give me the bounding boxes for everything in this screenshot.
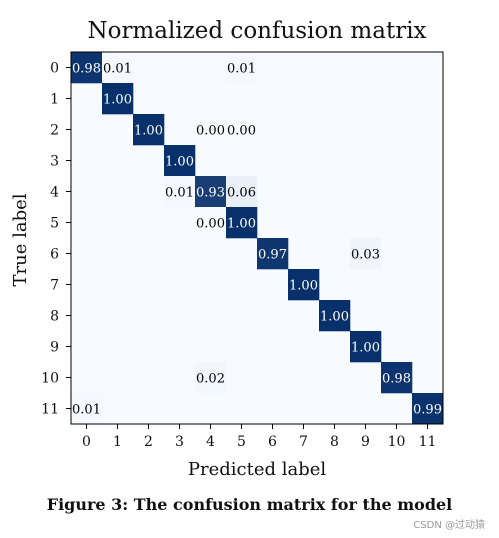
x-tick-label: 6 — [268, 434, 277, 450]
y-tick-label: 4 — [50, 185, 59, 201]
cell-value-label-8-8: 1.00 — [320, 310, 349, 325]
heatmap-cell-5-4 — [195, 207, 227, 239]
cell-value-label-0-0: 0.98 — [72, 62, 101, 77]
y-tick-label: 3 — [50, 154, 59, 170]
x-tick-label: 0 — [82, 434, 91, 450]
heatmap-cell-2-4 — [195, 114, 227, 146]
cell-value-label-11-11: 0.99 — [413, 403, 442, 418]
cell-value-label-2-4: 0.00 — [196, 124, 225, 139]
heatmap-cell-9-9 — [350, 331, 382, 363]
heatmap-cell-4-4 — [195, 176, 227, 208]
cell-value-label-6-6: 0.97 — [258, 248, 287, 263]
x-tick-label: 4 — [206, 434, 215, 450]
heatmap-cell-0-5 — [226, 52, 258, 84]
heatmap-cell-11-0 — [71, 393, 103, 425]
heatmap-cell-1-1 — [102, 83, 134, 115]
x-tick-label: 3 — [175, 434, 184, 450]
y-tick-label: 10 — [41, 371, 59, 387]
x-tick-label: 5 — [237, 434, 246, 450]
cell-value-label-10-4: 0.02 — [196, 372, 225, 387]
cell-value-label-5-5: 1.00 — [227, 217, 256, 232]
heatmap-cell-2-5 — [226, 114, 258, 146]
cell-value-label-7-7: 1.00 — [289, 279, 318, 294]
cell-value-label-9-9: 1.00 — [351, 341, 380, 356]
cell-value-label-6-9: 0.03 — [351, 248, 380, 263]
heatmap-cell-5-5 — [226, 207, 258, 239]
y-tick-label: 6 — [50, 247, 59, 263]
cell-value-label-5-4: 0.00 — [196, 217, 225, 232]
y-axis-label: True label — [10, 193, 31, 286]
x-tick-label: 2 — [144, 434, 153, 450]
heatmap-plot-area: 0.98 0.01 0.011.001.00 0.00 0.001.000.01 0.93… — [41, 51, 444, 450]
cell-value-label-1-1: 1.00 — [103, 93, 132, 108]
heatmap-cell-6-6 — [257, 238, 289, 270]
cell-value-label-2-2: 1.00 — [134, 124, 163, 139]
watermark: CSDN @过动猿 — [413, 520, 485, 531]
cell-value-label-0-1: 0.01 — [103, 62, 132, 77]
y-tick-label: 0 — [50, 61, 59, 77]
heatmap-cell-0-1 — [102, 52, 134, 84]
y-tick-label: 8 — [50, 309, 59, 325]
cell-value-label-2-5: 0.00 — [227, 124, 256, 139]
heatmap-cell-4-5 — [226, 176, 258, 208]
cell-value-label-4-3: 0.01 — [165, 186, 194, 201]
cell-value-label-0-5: 0.01 — [227, 62, 256, 77]
x-tick-label: 11 — [419, 434, 437, 450]
heatmap-cell-10-4 — [195, 362, 227, 394]
cell-value-label-11-0: 0.01 — [72, 403, 101, 418]
heatmap-cell-8-8 — [319, 300, 351, 332]
cell-value-label-3-3: 1.00 — [165, 155, 194, 170]
x-axis-label: Predicted label — [188, 459, 327, 480]
cell-value-label-4-4: 0.93 — [196, 186, 225, 201]
cell-value-label-10-10: 0.98 — [382, 372, 411, 387]
x-tick-label: 9 — [361, 434, 370, 450]
x-tick-label: 7 — [299, 434, 308, 450]
y-tick-label: 7 — [50, 278, 59, 294]
heatmap-cell-7-7 — [288, 269, 320, 301]
x-tick-label: 10 — [388, 434, 406, 450]
heatmap-cell-6-9 — [350, 238, 382, 270]
plot-border — [70, 51, 444, 425]
x-tick-label: 1 — [113, 434, 122, 450]
heatmap-cell-4-3 — [164, 176, 196, 208]
heatmap-cell-10-10 — [381, 362, 413, 394]
y-tick-label: 9 — [50, 340, 59, 356]
y-tick-label: 1 — [50, 92, 59, 108]
heatmap-cell-11-11 — [412, 393, 444, 425]
heatmap-cell-0-0 — [71, 52, 103, 84]
x-tick-label: 8 — [330, 434, 339, 450]
heatmap-cell-2-2 — [133, 114, 165, 146]
y-tick-label: 11 — [41, 402, 59, 418]
y-tick-label: 2 — [50, 123, 59, 139]
y-tick-label: 5 — [50, 216, 59, 232]
figure-caption: Figure 3: The confusion matrix for the m… — [46, 495, 453, 514]
cell-value-label-4-5: 0.06 — [227, 186, 256, 201]
heatmap-cell-3-3 — [164, 145, 196, 177]
chart-title: Normalized confusion matrix — [87, 18, 426, 44]
